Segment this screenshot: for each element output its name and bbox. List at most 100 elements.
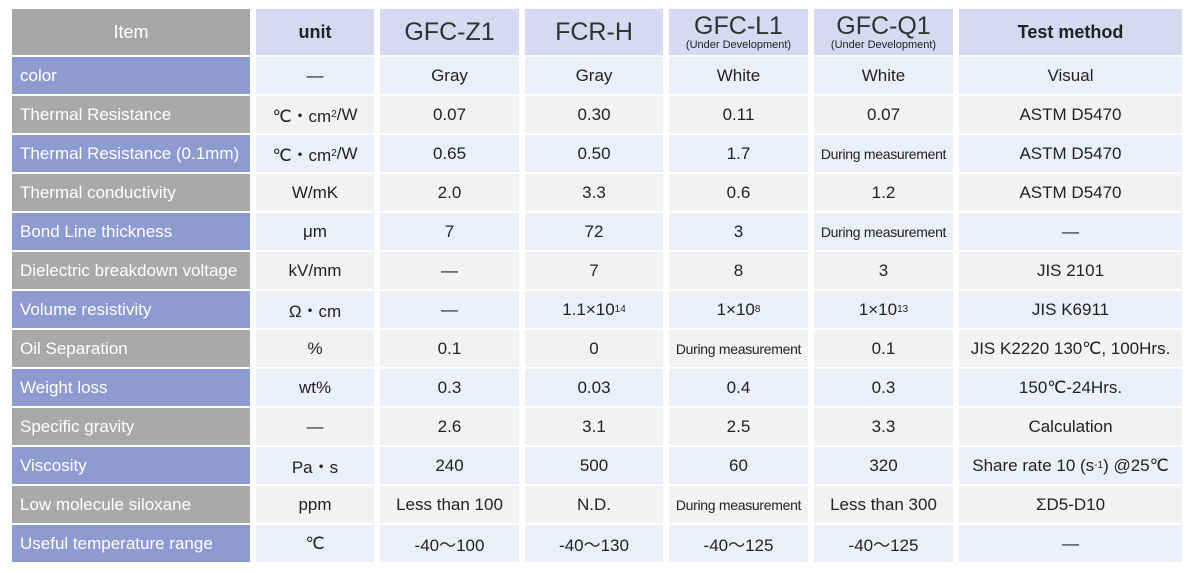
value-cell: — xyxy=(256,57,374,94)
header-text: Test method xyxy=(1017,22,1124,42)
value-cell: — xyxy=(959,525,1182,562)
value-cell: 3.3 xyxy=(525,174,663,211)
value-cell: 0 xyxy=(525,330,663,367)
header-text: GFC-L1 xyxy=(694,11,783,40)
value-cell: 0.03 xyxy=(525,369,663,406)
value-cell: 320 xyxy=(814,447,953,484)
value-cell: 1×10 13 xyxy=(814,291,953,328)
value-cell: 2.0 xyxy=(380,174,519,211)
value-cell: Less than 100 xyxy=(380,486,519,523)
value-cell: % xyxy=(256,330,374,367)
value-cell: -40〜125 xyxy=(814,525,953,562)
value-cell: ppm xyxy=(256,486,374,523)
value-cell: -40〜125 xyxy=(669,525,808,562)
value-cell: 0.30 xyxy=(525,96,663,133)
header-cell: FCR-H xyxy=(525,9,663,55)
value-cell: 3.1 xyxy=(525,408,663,445)
value-cell: 3 xyxy=(814,252,953,289)
value-cell: 0.3 xyxy=(814,369,953,406)
value-cell: — xyxy=(256,408,374,445)
value-cell: 0.11 xyxy=(669,96,808,133)
cell-text: ℃・cm xyxy=(272,146,332,165)
item-cell: Oil Separation xyxy=(12,330,250,367)
value-cell: JIS 2101 xyxy=(959,252,1182,289)
superscript: -1 xyxy=(1094,460,1104,471)
superscript: 2 xyxy=(331,148,337,159)
value-cell: 1.1×10 14 xyxy=(525,291,663,328)
item-cell: Viscosity xyxy=(12,447,250,484)
value-cell: Calculation xyxy=(959,408,1182,445)
value-cell: W/mK xyxy=(256,174,374,211)
value-cell: ℃・cm 2/W xyxy=(256,135,374,172)
value-cell: wt% xyxy=(256,369,374,406)
header-text: FCR-H xyxy=(555,17,633,46)
value-cell: 7 xyxy=(525,252,663,289)
value-cell: ASTM D5470 xyxy=(959,174,1182,211)
item-cell: Low molecule siloxane xyxy=(12,486,250,523)
value-cell: -40〜130 xyxy=(525,525,663,562)
value-cell: During measurement xyxy=(669,330,808,367)
value-cell: White xyxy=(814,57,953,94)
item-cell: Volume resistivity xyxy=(12,291,250,328)
value-cell: 0.1 xyxy=(380,330,519,367)
item-cell: Dielectric breakdown voltage xyxy=(12,252,250,289)
header-text: unit xyxy=(298,22,332,42)
item-cell: Thermal Resistance xyxy=(12,96,250,133)
value-cell: ℃ xyxy=(256,525,374,562)
cell-text: ℃・cm xyxy=(272,107,332,126)
header-cell: Test method xyxy=(959,9,1182,55)
item-cell: Thermal conductivity xyxy=(12,174,250,211)
item-cell: color xyxy=(12,57,250,94)
value-cell: Pa・s xyxy=(256,447,374,484)
value-cell: 1.7 xyxy=(669,135,808,172)
value-cell: Gray xyxy=(525,57,663,94)
header-text: Item xyxy=(113,22,149,42)
value-cell: 0.65 xyxy=(380,135,519,172)
value-cell: During measurement xyxy=(814,135,953,172)
value-cell: Share rate 10 (s -1) @25℃ xyxy=(959,447,1182,484)
value-cell: ℃・cm 2/W xyxy=(256,96,374,133)
header-cell: GFC-L1 (Under Development) xyxy=(669,9,808,55)
cell-text: /W xyxy=(336,143,358,163)
header-cell: Item xyxy=(12,9,250,55)
value-cell: Less than 300 xyxy=(814,486,953,523)
value-cell: During measurement xyxy=(814,213,953,250)
value-cell: ASTM D5470 xyxy=(959,96,1182,133)
value-cell: 7 xyxy=(380,213,519,250)
item-cell: Useful temperature range xyxy=(12,525,250,562)
value-cell: 0.6 xyxy=(669,174,808,211)
cell-text: /W xyxy=(336,104,358,124)
value-cell: — xyxy=(380,252,519,289)
value-cell: 1×10 8 xyxy=(669,291,808,328)
value-cell: -40〜100 xyxy=(380,525,519,562)
value-cell: — xyxy=(380,291,519,328)
value-cell: During measurement xyxy=(669,486,808,523)
header-text: GFC-Q1 xyxy=(836,11,931,40)
header-note: (Under Development) xyxy=(685,38,792,51)
value-cell: 0.07 xyxy=(380,96,519,133)
value-cell: 72 xyxy=(525,213,663,250)
cell-text: 1×10 xyxy=(858,299,898,319)
value-cell: ΣD5-D10 xyxy=(959,486,1182,523)
value-cell: 0.1 xyxy=(814,330,953,367)
value-cell: — xyxy=(959,213,1182,250)
superscript: 8 xyxy=(754,304,761,315)
header-note: (Under Development) xyxy=(830,38,937,51)
header-cell: GFC-Q1 (Under Development) xyxy=(814,9,953,55)
value-cell: kV/mm xyxy=(256,252,374,289)
spec-table: Item unit GFC-Z1 FCR-H GFC-L1 (Under Developm… xyxy=(12,9,1182,562)
value-cell: ASTM D5470 xyxy=(959,135,1182,172)
value-cell: JIS K6911 xyxy=(959,291,1182,328)
value-cell: 0.4 xyxy=(669,369,808,406)
item-cell: Thermal Resistance (0.1mm) xyxy=(12,135,250,172)
value-cell: 8 xyxy=(669,252,808,289)
value-cell: 1.2 xyxy=(814,174,953,211)
header-cell: GFC-Z1 xyxy=(380,9,519,55)
value-cell: 0.3 xyxy=(380,369,519,406)
cell-text: 1.1×10 xyxy=(562,299,615,319)
superscript: 2 xyxy=(331,109,337,120)
value-cell: μm xyxy=(256,213,374,250)
value-cell: 500 xyxy=(525,447,663,484)
value-cell: 0.07 xyxy=(814,96,953,133)
